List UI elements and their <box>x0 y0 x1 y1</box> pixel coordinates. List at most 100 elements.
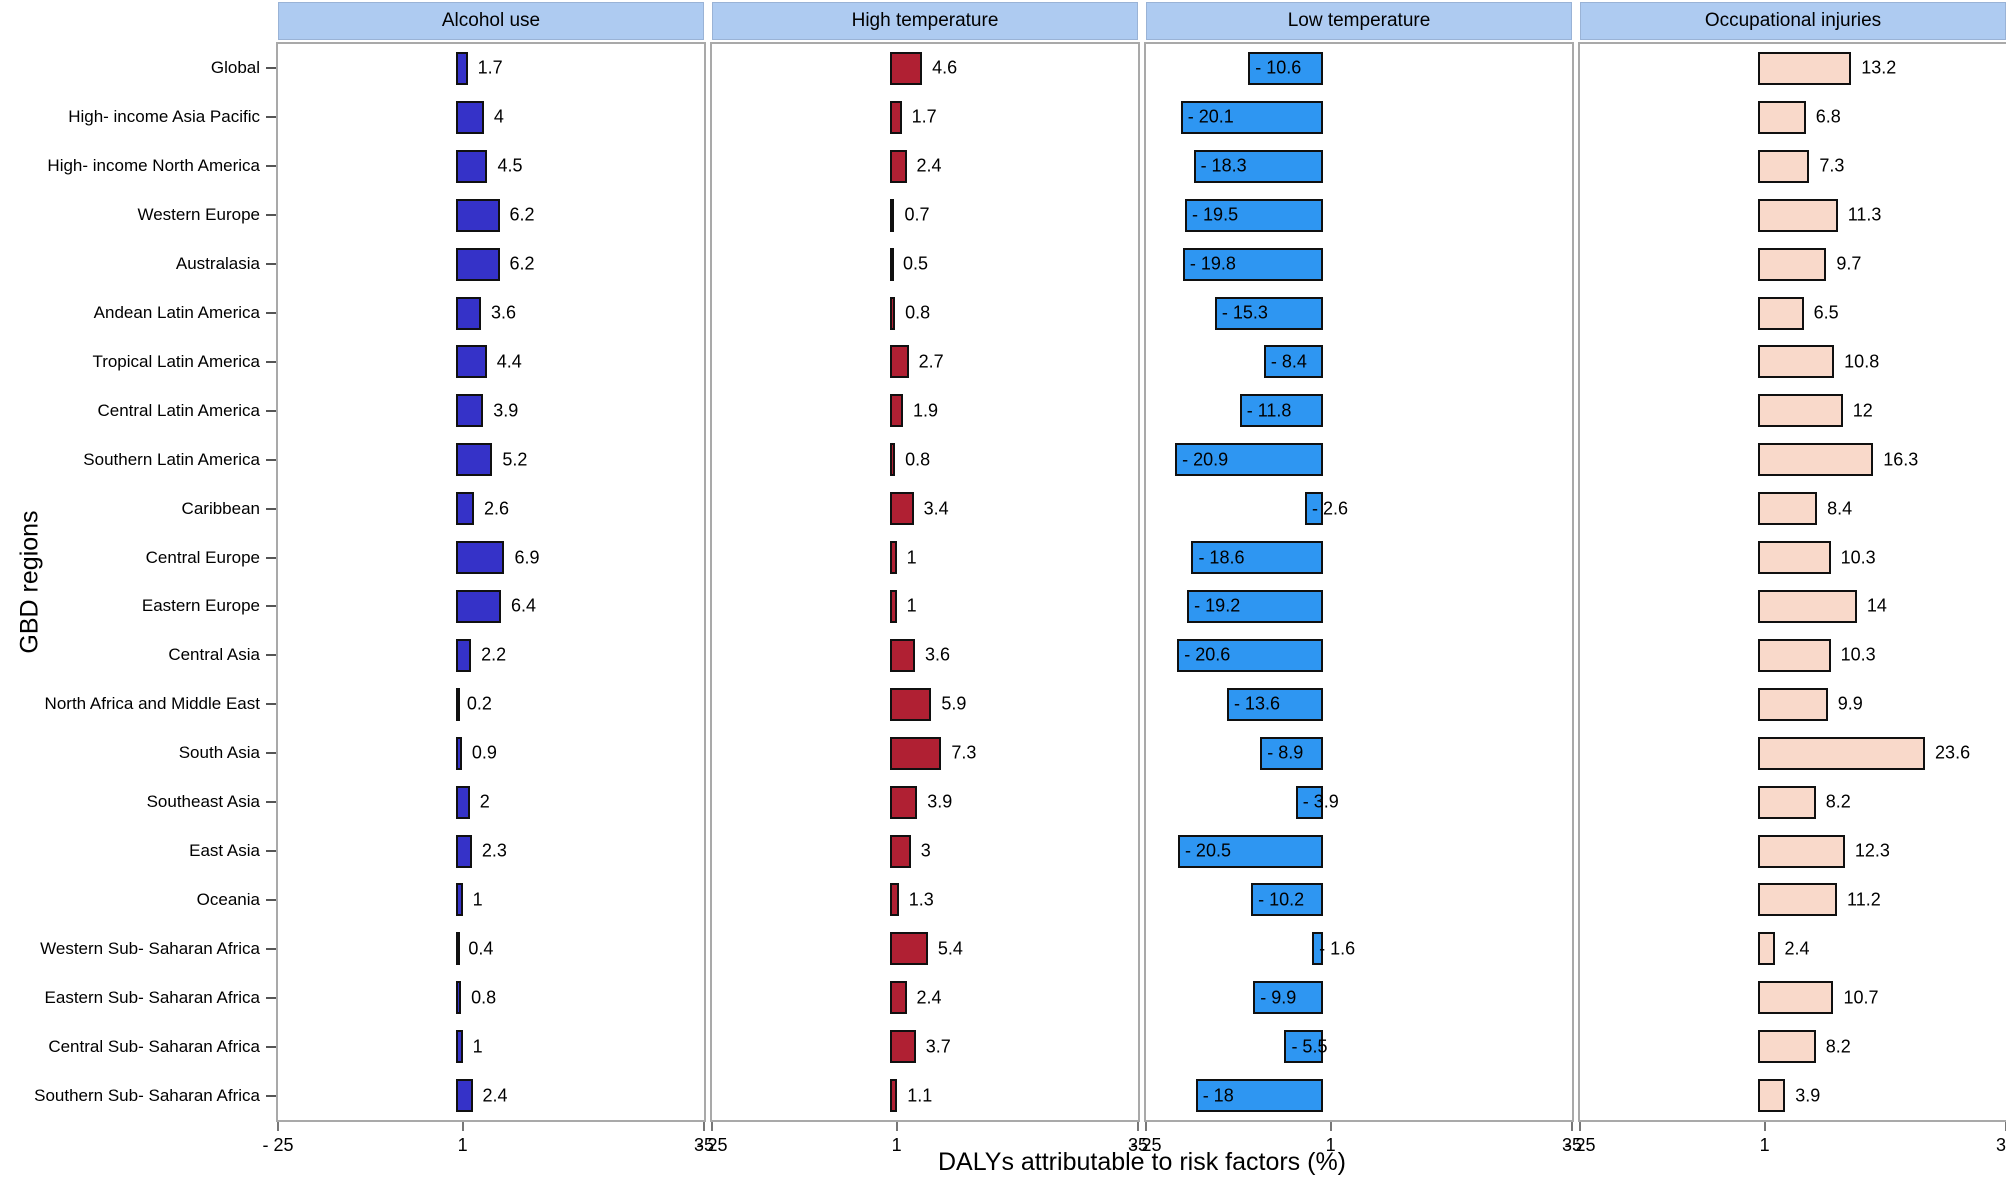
bar <box>1757 638 1831 672</box>
region-label: Andean Latin America <box>93 303 260 322</box>
y-axis-tick <box>266 67 277 70</box>
bar-value-label: 2.2 <box>481 644 507 665</box>
bar <box>1248 51 1324 85</box>
bar <box>889 51 923 85</box>
bar <box>455 198 500 232</box>
bar-value-label: 14 <box>1866 595 1887 616</box>
bar <box>1757 785 1816 819</box>
bar-value-label: 1 <box>906 547 917 568</box>
bar-value-label: - 19.5 <box>1192 204 1239 225</box>
bar <box>455 100 484 134</box>
bar <box>1295 785 1324 819</box>
bar <box>889 932 928 966</box>
bar-value-label: 0.4 <box>468 938 494 959</box>
bar-value-label: 3 <box>920 840 931 861</box>
bar-value-label: - 13.6 <box>1233 693 1280 714</box>
bar <box>889 883 899 917</box>
bar-value-label: 6.4 <box>510 595 536 616</box>
bar-value-label: - 20.9 <box>1182 449 1229 470</box>
bar-value-label: - 20.5 <box>1184 840 1231 861</box>
bar <box>889 296 896 330</box>
bar <box>455 638 472 672</box>
x-axis-tick <box>1145 1122 1147 1131</box>
bar-value-label: - 19.2 <box>1194 595 1241 616</box>
region-label: High- income North America <box>47 156 260 176</box>
bar <box>1757 1079 1786 1113</box>
region-label: Australasia <box>175 254 260 274</box>
bar-value-label: 3.7 <box>925 1036 951 1057</box>
bar <box>455 1030 463 1064</box>
bar <box>1757 981 1834 1015</box>
x-axis-title: DALYs attributable to risk factors (%) <box>937 1148 1347 1176</box>
bar-value-label: 1 <box>906 595 917 616</box>
bar-value-label: 0.9 <box>471 742 497 763</box>
bar <box>1263 345 1324 379</box>
bar-value-label: 2.7 <box>918 351 944 372</box>
bar-value-label: - 20.1 <box>1187 106 1234 127</box>
bar-value-label: 2 <box>479 791 490 812</box>
bar-value-label: 11.3 <box>1847 204 1882 225</box>
bar <box>455 394 484 428</box>
y-axis-tick <box>266 1094 277 1097</box>
bar <box>1757 883 1838 917</box>
bar-value-label: - 15.3 <box>1221 302 1268 323</box>
bar-value-label: 10.8 <box>1844 351 1880 372</box>
bar-value-label: 13.2 <box>1861 57 1897 78</box>
bar <box>889 687 932 721</box>
facet-plot-area: 13.2 6.8 7.3 11.3 9.7 6.5 10.8 12 16.3 8.4 10.3 14 1… <box>1578 42 2006 1122</box>
bar-value-label: 16.3 <box>1883 449 1919 470</box>
bar <box>1757 541 1831 575</box>
bar-value-label: 1 <box>472 889 483 910</box>
x-axis-tick <box>1579 1122 1581 1131</box>
bar-value-label: 23.6 <box>1935 742 1971 763</box>
bar <box>1757 198 1838 232</box>
bar-value-label: 3.6 <box>491 302 517 323</box>
x-axis-tick-label: - 25 <box>1130 1135 1162 1155</box>
region-label: Oceania <box>196 889 260 909</box>
y-axis-tick <box>266 116 277 119</box>
bar-value-label: 1.9 <box>912 400 939 421</box>
x-axis-tick-label: 35 <box>1561 1135 1583 1155</box>
bar <box>1757 687 1828 721</box>
bar <box>455 1079 473 1113</box>
y-axis-tick <box>266 360 277 363</box>
bar-value-label: - 18 <box>1202 1085 1234 1106</box>
region-label: North Africa and Middle East <box>44 694 260 714</box>
bar-value-label: 7.3 <box>1819 155 1845 176</box>
bar-value-label: 3.4 <box>923 498 949 519</box>
y-axis-tick <box>266 507 277 510</box>
facet-plot-area: 1.7 4 4.5 6.2 6.2 3.6 4.4 3.9 5.2 2.6 6.9 6.4 2.2 0.2… <box>276 42 706 1122</box>
bar <box>1195 1079 1324 1113</box>
bar-value-label: 10.7 <box>1843 987 1879 1008</box>
bar <box>1180 100 1324 134</box>
bar <box>1757 1030 1816 1064</box>
bar <box>455 932 460 966</box>
bar <box>889 785 918 819</box>
facet-header: Alcohol use <box>278 2 704 40</box>
bar-value-label: 3.9 <box>927 791 953 812</box>
x-axis-tick-label: 1 <box>1325 1135 1336 1155</box>
bar-value-label: 7.3 <box>951 742 977 763</box>
bar <box>455 149 488 183</box>
bar <box>1253 981 1324 1015</box>
bar-value-label: - 10.6 <box>1255 57 1302 78</box>
bar-value-label: - 8.4 <box>1270 351 1307 372</box>
y-axis-tick <box>266 703 277 706</box>
bar <box>889 198 895 232</box>
bar <box>889 1079 898 1113</box>
bar-value-label: 0.8 <box>905 302 931 323</box>
y-axis-tick <box>266 654 277 657</box>
bar-value-label: 6.5 <box>1813 302 1839 323</box>
x-axis-tick-label: - 25 <box>1564 1135 1596 1155</box>
bar <box>455 247 500 281</box>
bar <box>889 981 907 1015</box>
bar-value-label: 3.9 <box>493 400 519 421</box>
x-axis-tick-label: 1 <box>891 1135 902 1155</box>
bar <box>889 492 914 526</box>
bar <box>1757 345 1835 379</box>
region-label: Eastern Sub- Saharan Africa <box>44 987 260 1007</box>
bar <box>1757 834 1845 868</box>
bar-value-label: 2.3 <box>481 840 507 861</box>
bar-value-label: 0.5 <box>903 253 929 274</box>
